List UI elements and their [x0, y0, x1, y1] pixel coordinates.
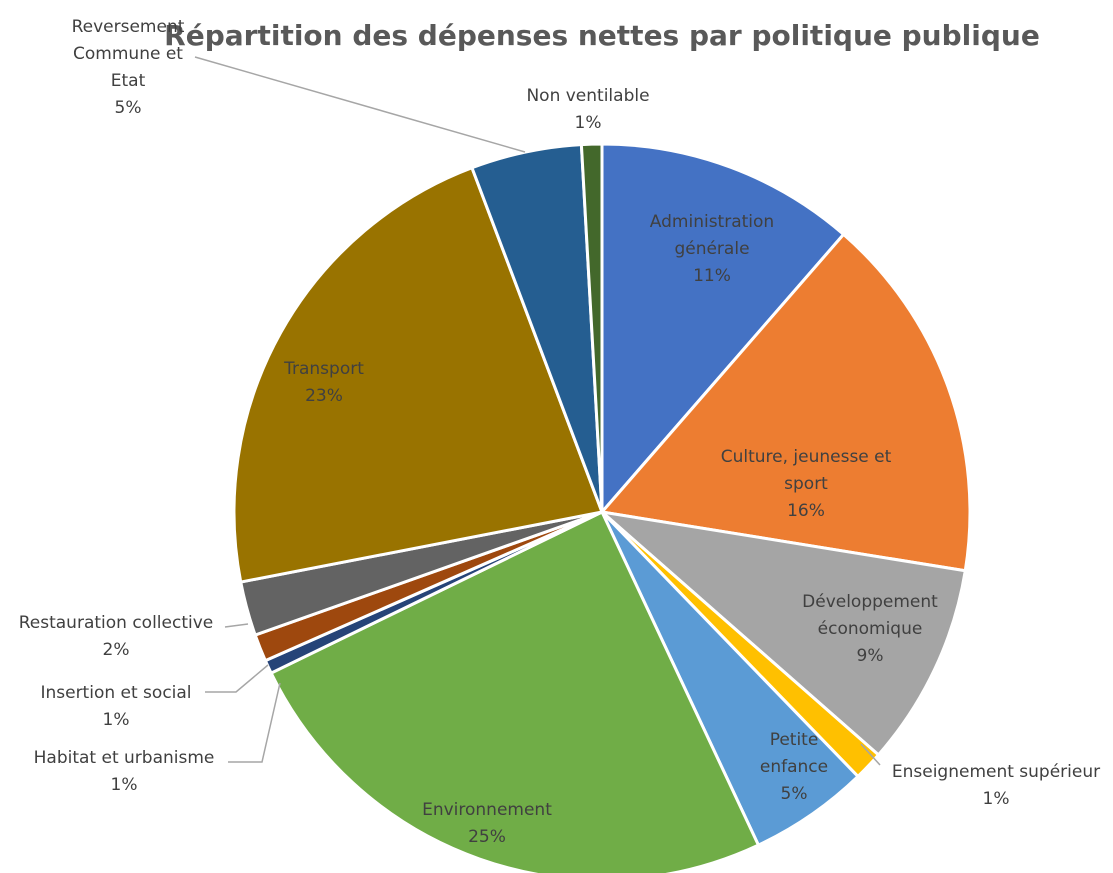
slice-name: économique [818, 619, 923, 639]
slice-name: Transport [283, 359, 364, 379]
leader-lines [194, 56, 881, 766]
slice-percent: 1% [983, 789, 1010, 809]
slice-name: générale [674, 239, 749, 259]
slice-name: sport [784, 474, 828, 494]
slice-name: Insertion et social [40, 683, 191, 703]
slice-percent: 1% [575, 113, 602, 133]
slice-percent: 1% [111, 775, 138, 795]
leader-line-restauration-collective [224, 623, 249, 628]
slice-percent: 5% [781, 784, 808, 804]
slice-percent: 1% [103, 710, 130, 730]
slice-name: Habitat et urbanisme [34, 748, 215, 768]
pie-slices [232, 142, 972, 873]
slice-labels: Administration générale 11% Culture, jeunes… [19, 17, 1100, 847]
slice-label-petite-enfance: Petite enfance 5% [760, 730, 828, 804]
slice-label-enseignement-superieur: Enseignement supérieur 1% [892, 762, 1100, 809]
slice-label-reversement-commune-et-etat: Reversement Commune et Etat 5% [72, 17, 185, 118]
slice-name: enfance [760, 757, 828, 777]
slice-percent: 16% [787, 501, 825, 521]
slice-label-non-ventilable: Non ventilable 1% [526, 86, 649, 133]
slice-name: Enseignement supérieur [892, 762, 1100, 782]
slice-name: Culture, jeunesse et [721, 447, 892, 467]
slice-name: Reversement [72, 17, 185, 37]
slice-name: Petite [770, 730, 819, 750]
slice-name: Commune et [73, 44, 183, 64]
pie-slice-administration-generale [600, 142, 846, 517]
slice-name: Administration [650, 212, 774, 232]
slice-name: Environnement [422, 800, 552, 820]
pie-slice-culture-jeunesse-et-sport [599, 232, 972, 573]
slice-percent: 23% [305, 386, 343, 406]
slice-label-transport: Transport 23% [283, 359, 364, 406]
chart-title: Répartition des dépenses nettes par poli… [164, 19, 1040, 52]
slice-name: Développement [802, 592, 938, 612]
slice-percent: 25% [468, 827, 506, 847]
slice-label-culture-jeunesse-et-sport: Culture, jeunesse et sport 16% [721, 447, 892, 521]
leader-line-habitat-et-urbanisme [228, 682, 281, 763]
slice-label-habitat-et-urbanisme: Habitat et urbanisme 1% [34, 748, 215, 795]
slice-percent: 5% [115, 98, 142, 118]
leader-line-insertion-et-social [205, 664, 269, 693]
slice-label-developpement-economique: Développement économique 9% [802, 592, 938, 666]
slice-percent: 2% [103, 640, 130, 660]
pie-slice-environnement [269, 509, 761, 873]
leader-line-reversement-commune-et-etat [194, 56, 526, 153]
slice-percent: 9% [857, 646, 884, 666]
slice-label-environnement: Environnement 25% [422, 800, 552, 847]
slice-name: Restauration collective [19, 613, 214, 633]
pie-slice-non-ventilable [579, 142, 604, 513]
slice-label-administration-generale: Administration générale 11% [650, 212, 774, 286]
pie-slice-developpement-economique [597, 509, 968, 757]
leader-line-enseignement-superieur [860, 743, 881, 766]
slice-name: Etat [111, 71, 146, 91]
slice-name: Non ventilable [526, 86, 649, 106]
slice-label-restauration-collective: Restauration collective 2% [19, 613, 214, 660]
slice-label-insertion-et-social: Insertion et social 1% [40, 683, 191, 730]
slice-percent: 11% [693, 266, 731, 286]
